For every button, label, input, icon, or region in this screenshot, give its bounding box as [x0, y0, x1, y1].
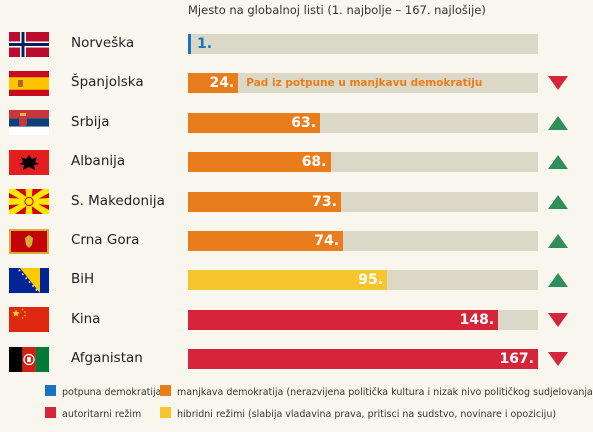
bar-track: 24. Pad iz potpune u manjkavu demokratiju	[188, 73, 538, 94]
bar-track: 148.	[188, 309, 538, 330]
bar-track: 63.	[188, 112, 538, 133]
trend-down-icon	[548, 312, 568, 327]
legend-swatch	[45, 407, 56, 418]
albania-flag-icon	[9, 149, 49, 175]
trend-down-icon	[548, 352, 568, 367]
legend-label: potpuna demokratija	[62, 387, 162, 398]
country-label: Crna Gora	[71, 232, 140, 248]
rank-label: 73.	[312, 193, 337, 210]
spain-flag-icon	[9, 70, 49, 96]
country-label: Afganistan	[71, 350, 143, 367]
serbia-flag-icon	[9, 110, 49, 136]
bar	[188, 112, 321, 133]
bar-annotation: Pad iz potpune u manjkavu demokratiju	[246, 77, 483, 90]
bar-track: 68.	[188, 152, 538, 173]
norway-flag-icon	[9, 31, 49, 57]
legend-item-flawed: manjkava demokratija (nerazvijena politi…	[160, 385, 593, 398]
trend-up-icon	[548, 234, 568, 248]
bar	[188, 309, 499, 330]
north-macedonia-flag-icon	[9, 189, 49, 215]
bar-track: 95.	[188, 270, 538, 291]
bar-track: 74.	[188, 231, 538, 251]
montenegro-flag-icon	[9, 228, 49, 254]
bosnia-flag-icon	[9, 267, 49, 293]
trend-down-icon	[548, 76, 568, 91]
bar	[188, 349, 538, 370]
rank-label: 95.	[358, 272, 384, 289]
rank-label: 167.	[499, 351, 534, 368]
country-label: BiH	[71, 271, 95, 288]
rank-label: 24.	[209, 75, 235, 92]
legend-swatch	[160, 407, 171, 418]
bar-track: 167.	[188, 349, 538, 370]
country-label: Španjolska	[71, 74, 144, 91]
legend-item-full: potpuna demokratija	[45, 385, 161, 398]
bar	[188, 270, 388, 291]
legend-swatch	[160, 385, 171, 396]
country-label: Srbija	[71, 113, 110, 130]
rank-label: 148.	[459, 311, 495, 328]
rank-label: 68.	[301, 154, 327, 171]
trend-up-icon	[548, 115, 568, 130]
bar	[188, 231, 344, 251]
bar	[188, 34, 191, 54]
trend-up-icon	[548, 273, 568, 288]
bar-track: 73.	[188, 191, 538, 212]
trend-up-icon	[548, 194, 568, 209]
afghanistan-flag-icon	[9, 346, 49, 372]
legend-item-authoritarian: autoritarni režim	[45, 407, 141, 420]
bar-track: 1.	[188, 34, 538, 54]
legend-label: hibridni režimi (slabija vladavina prava…	[177, 409, 557, 420]
country-label: S. Makedonija	[71, 192, 165, 209]
legend-swatch	[45, 385, 56, 396]
china-flag-icon	[9, 307, 49, 333]
rank-label: 1.	[197, 36, 213, 52]
bar	[188, 73, 239, 94]
country-label: Norveška	[71, 35, 135, 51]
bar	[188, 152, 331, 173]
legend-label: manjkava demokratija (nerazvijena politi…	[177, 387, 593, 398]
bar	[188, 191, 341, 212]
legend-item-hybrid: hibridni režimi (slabija vladavina prava…	[160, 407, 556, 420]
legend-label: autoritarni režim	[62, 409, 142, 420]
chart-subtitle: Mjesto na globalnoj listi (1. najbolje –…	[188, 3, 486, 17]
country-label: Albanija	[71, 153, 126, 170]
rank-label: 63.	[291, 114, 317, 131]
country-label: Kina	[71, 310, 101, 327]
trend-up-icon	[548, 155, 568, 170]
rank-label: 74.	[314, 233, 340, 249]
